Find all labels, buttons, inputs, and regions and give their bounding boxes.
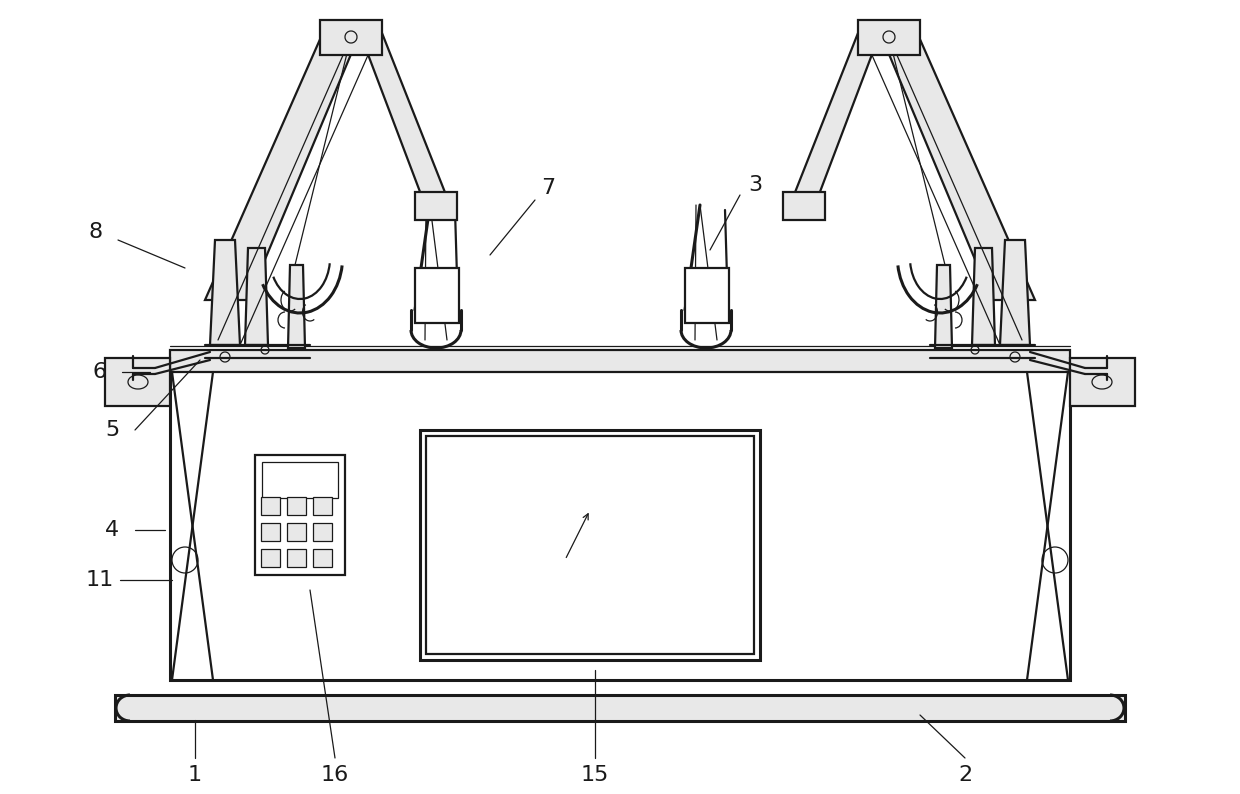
Bar	[782, 192, 825, 220]
Bar	[320, 20, 382, 55]
Polygon shape	[999, 240, 1030, 345]
Bar	[415, 192, 458, 220]
Polygon shape	[972, 248, 994, 345]
Bar	[115, 695, 1125, 721]
Bar	[1070, 358, 1135, 406]
Polygon shape	[205, 28, 362, 300]
Bar	[420, 430, 760, 660]
Bar	[312, 497, 332, 515]
Text: 4: 4	[105, 520, 119, 540]
Text: 2: 2	[959, 765, 972, 785]
Text: 7: 7	[541, 178, 556, 198]
Bar	[262, 462, 339, 498]
Polygon shape	[246, 248, 268, 345]
Bar	[858, 20, 920, 55]
Bar	[260, 497, 280, 515]
Bar	[286, 549, 306, 567]
Bar	[312, 523, 332, 541]
Bar	[312, 549, 332, 567]
Bar	[255, 455, 345, 575]
Bar	[260, 549, 280, 567]
Text: 8: 8	[89, 222, 103, 242]
Bar	[684, 268, 729, 323]
Text: 5: 5	[105, 420, 119, 440]
Bar	[260, 523, 280, 541]
Polygon shape	[790, 28, 882, 205]
Text: 16: 16	[321, 765, 350, 785]
Bar	[170, 370, 1070, 680]
Text: 11: 11	[86, 570, 114, 590]
Bar	[427, 436, 754, 654]
Polygon shape	[878, 28, 1035, 300]
Polygon shape	[210, 240, 241, 345]
Bar	[286, 523, 306, 541]
Bar	[170, 350, 1070, 372]
Bar	[286, 497, 306, 515]
Bar	[415, 268, 459, 323]
Text: 6: 6	[93, 362, 107, 382]
Polygon shape	[358, 28, 450, 205]
Text: 3: 3	[748, 175, 763, 195]
Bar	[105, 358, 170, 406]
Text: 1: 1	[188, 765, 202, 785]
Polygon shape	[288, 265, 305, 348]
Text: 15: 15	[580, 765, 609, 785]
Polygon shape	[935, 265, 952, 348]
